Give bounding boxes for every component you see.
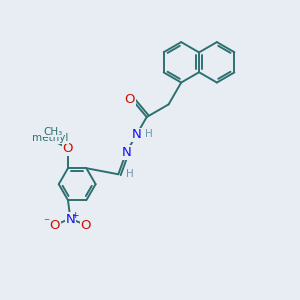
Text: N: N — [131, 128, 141, 142]
Text: N: N — [122, 146, 131, 159]
Text: +: + — [71, 211, 79, 220]
Text: O: O — [63, 142, 73, 155]
Text: CH₃: CH₃ — [43, 127, 62, 137]
Text: methyl: methyl — [32, 133, 68, 143]
Text: H: H — [145, 129, 153, 140]
Text: ⁻: ⁻ — [44, 216, 50, 229]
Text: H: H — [126, 169, 134, 179]
Text: O: O — [50, 219, 60, 232]
Text: O: O — [125, 93, 135, 106]
Text: N: N — [65, 213, 75, 226]
Text: O: O — [80, 219, 91, 232]
